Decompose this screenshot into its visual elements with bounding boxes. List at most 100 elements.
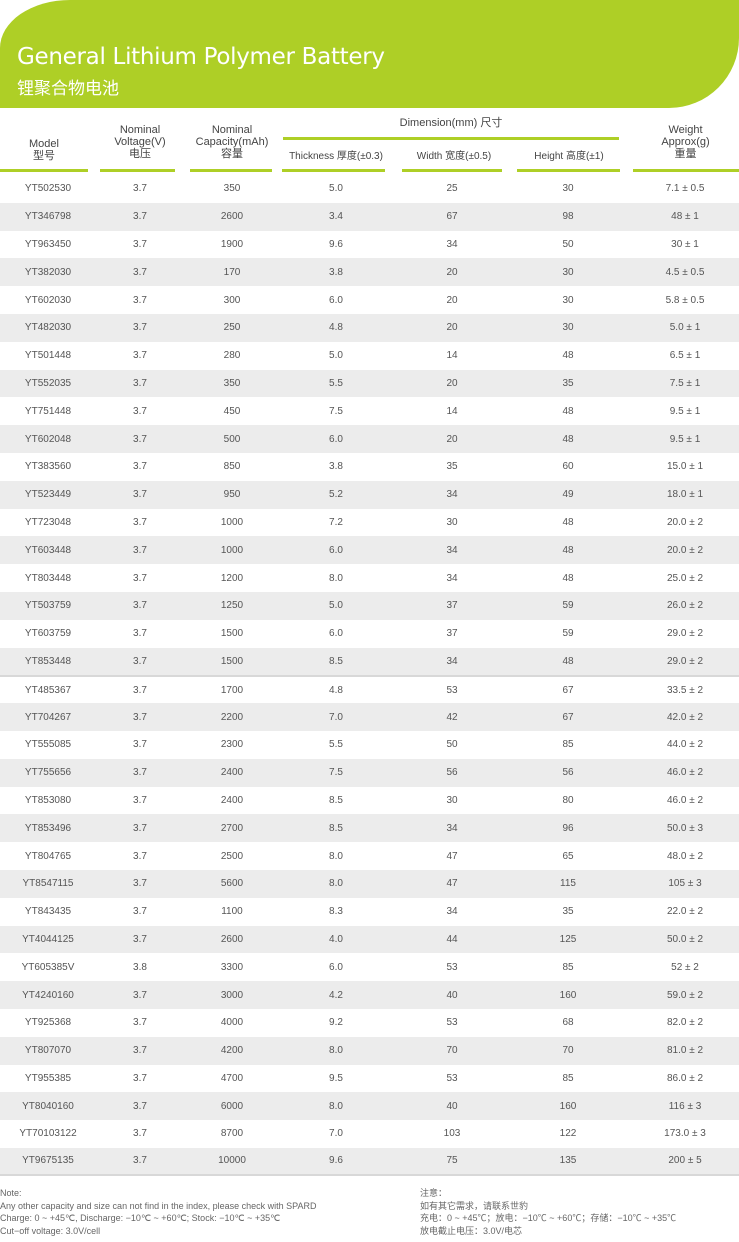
height-cell: 96 xyxy=(562,822,574,834)
capacity-cell: 2300 xyxy=(220,739,244,751)
model-cell: YT723048 xyxy=(24,516,72,528)
thickness-cell: 9.6 xyxy=(329,238,343,250)
model-cell: YT925368 xyxy=(24,1017,72,1029)
height-cell: 160 xyxy=(559,989,577,1001)
thickness-cell: 8.5 xyxy=(329,822,343,834)
voltage-cell: 3.7 xyxy=(133,628,147,640)
weight-cell: 9.5 ± 1 xyxy=(669,433,701,445)
table-row: YT4240160 3.7 3000 4.2 40 160 59.0 ± 2 xyxy=(0,981,739,1009)
width-cell: 20 xyxy=(446,294,458,306)
capacity-cell: 1000 xyxy=(220,544,244,556)
width-cell: 34 xyxy=(446,906,458,918)
width-cell: 30 xyxy=(446,794,458,806)
voltage-cell: 3.7 xyxy=(133,1155,147,1167)
model-cell: YT755656 xyxy=(24,767,72,779)
thickness-cell: 8.0 xyxy=(329,850,343,862)
voltage-cell: 3.7 xyxy=(133,377,147,389)
width-cell: 34 xyxy=(446,822,458,834)
model-cell: YT502530 xyxy=(24,183,72,195)
voltage-cell: 3.7 xyxy=(133,850,147,862)
header-weight: Weight Approx(g) 重量 xyxy=(661,124,710,160)
voltage-cell: 3.7 xyxy=(133,655,147,667)
header-dimension: Dimension(mm) 尺寸 xyxy=(399,117,503,129)
width-cell: 14 xyxy=(446,405,458,417)
model-cell: YT602030 xyxy=(24,294,72,306)
capacity-cell: 4200 xyxy=(220,1045,244,1057)
weight-cell: 5.8 ± 0.5 xyxy=(665,294,705,306)
weight-cell: 200 ± 5 xyxy=(668,1155,702,1167)
voltage-cell: 3.7 xyxy=(133,350,147,362)
height-cell: 85 xyxy=(562,739,574,751)
thickness-cell: 5.0 xyxy=(329,183,343,195)
capacity-cell: 350 xyxy=(223,377,241,389)
voltage-cell: 3.7 xyxy=(133,211,147,223)
width-cell: 70 xyxy=(446,1045,458,1057)
voltage-cell: 3.7 xyxy=(133,989,147,1001)
model-cell: YT503759 xyxy=(24,600,72,612)
table-row: YT605385V 3.8 3300 6.0 53 85 52 ± 2 xyxy=(0,953,739,981)
width-cell: 34 xyxy=(446,238,458,250)
voltage-cell: 3.7 xyxy=(133,238,147,250)
width-cell: 30 xyxy=(446,516,458,528)
voltage-cell: 3.7 xyxy=(133,767,147,779)
height-cell: 48 xyxy=(562,572,574,584)
height-cell: 30 xyxy=(562,266,574,278)
model-cell: YT704267 xyxy=(24,711,72,723)
weight-cell: 6.5 ± 1 xyxy=(669,350,701,362)
header-capacity: Nominal Capacity(mAh) 容量 xyxy=(195,124,269,160)
capacity-cell: 1900 xyxy=(220,238,244,250)
table-row: YT485367 3.7 1700 4.8 53 67 33.5 ± 2 xyxy=(0,675,739,703)
weight-cell: 33.5 ± 2 xyxy=(666,684,704,696)
table-row: YT346798 3.7 2600 3.4 67 98 48 ± 1 xyxy=(0,202,739,231)
height-cell: 67 xyxy=(562,711,574,723)
capacity-cell: 300 xyxy=(223,294,241,306)
width-cell: 14 xyxy=(446,350,458,362)
height-cell: 59 xyxy=(562,628,574,640)
model-cell: YT482030 xyxy=(24,322,72,334)
table-row: YT955385 3.7 4700 9.5 53 85 86.0 ± 2 xyxy=(0,1065,739,1093)
table-row: YT383560 3.7 850 3.8 35 60 15.0 ± 1 xyxy=(0,453,739,481)
model-cell: YT603448 xyxy=(24,544,72,556)
voltage-cell: 3.7 xyxy=(133,906,147,918)
weight-cell: 26.0 ± 2 xyxy=(666,600,704,612)
thickness-cell: 8.0 xyxy=(329,878,343,890)
capacity-cell: 450 xyxy=(223,405,241,417)
capacity-cell: 2400 xyxy=(220,794,244,806)
table-row: YT555085 3.7 2300 5.5 50 85 44.0 ± 2 xyxy=(0,731,739,759)
height-cell: 30 xyxy=(562,294,574,306)
weight-cell: 29.0 ± 2 xyxy=(666,628,704,640)
voltage-cell: 3.7 xyxy=(133,183,147,195)
title-banner xyxy=(0,0,739,108)
capacity-cell: 6000 xyxy=(220,1100,244,1112)
height-cell: 59 xyxy=(562,600,574,612)
width-cell: 47 xyxy=(446,878,458,890)
weight-cell: 46.0 ± 2 xyxy=(666,794,704,806)
weight-cell: 25.0 ± 2 xyxy=(666,572,704,584)
thickness-cell: 7.5 xyxy=(329,767,343,779)
height-cell: 135 xyxy=(559,1155,577,1167)
weight-cell: 5.0 ± 1 xyxy=(669,322,701,334)
thickness-cell: 8.5 xyxy=(329,794,343,806)
thickness-cell: 5.2 xyxy=(329,489,343,501)
height-cell: 122 xyxy=(559,1128,577,1140)
height-cell: 115 xyxy=(560,878,576,890)
height-cell: 125 xyxy=(559,933,577,945)
thickness-cell: 8.5 xyxy=(329,655,343,667)
weight-cell: 82.0 ± 2 xyxy=(666,1017,704,1029)
thickness-cell: 9.5 xyxy=(329,1072,343,1084)
table-row: YT8040160 3.7 6000 8.0 40 160 116 ± 3 xyxy=(0,1092,739,1121)
model-cell: YT9675135 xyxy=(22,1155,74,1167)
width-cell: 42 xyxy=(446,711,458,723)
header-rule xyxy=(402,169,502,172)
model-cell: YT555085 xyxy=(24,739,72,751)
width-cell: 20 xyxy=(446,266,458,278)
width-cell: 37 xyxy=(446,600,458,612)
voltage-cell: 3.7 xyxy=(133,600,147,612)
width-cell: 44 xyxy=(446,933,458,945)
capacity-cell: 250 xyxy=(223,322,241,334)
weight-cell: 7.5 ± 1 xyxy=(669,377,701,389)
weight-cell: 29.0 ± 2 xyxy=(666,655,704,667)
thickness-cell: 4.8 xyxy=(329,322,343,334)
model-cell: YT8547115 xyxy=(22,878,74,890)
voltage-cell: 3.7 xyxy=(133,711,147,723)
